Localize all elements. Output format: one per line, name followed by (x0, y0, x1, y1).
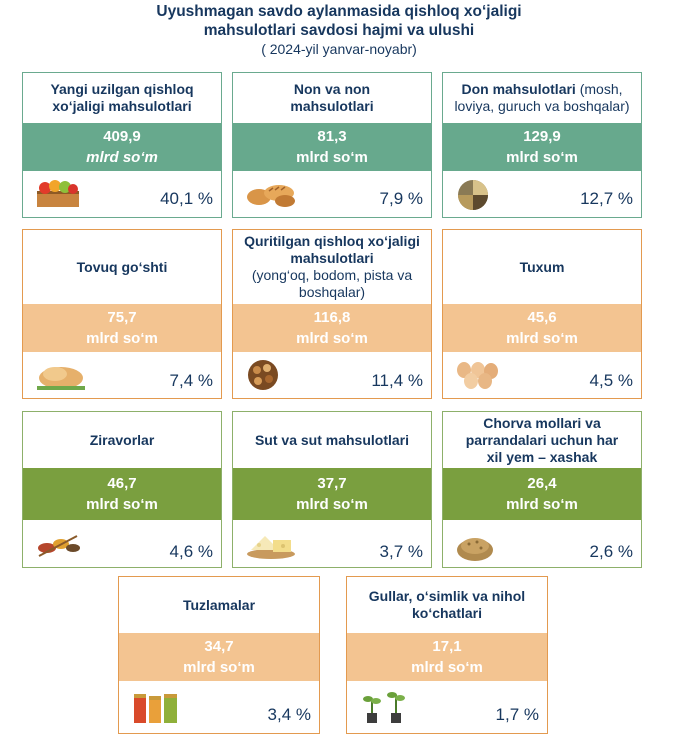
card-unit: mlrd so‘m (86, 496, 158, 513)
card-value-band: 26,4 mlrd so‘m (443, 468, 641, 520)
card-value: 46,7 (107, 475, 137, 492)
card-value: 45,6 (527, 309, 557, 326)
card-unit: mlrd so‘m (296, 149, 368, 166)
card-pickles: Tuzlamalar 34,7 mlrd so‘m 3,4 % (118, 576, 320, 734)
card-unit: mlrd so‘m (296, 330, 368, 347)
card-share: 4,6 % (169, 542, 213, 561)
title-line-2: mahsulotlari savdosi hajmi va ulushi (203, 22, 475, 39)
card-eggs: Tuxum 45,6 mlrd so‘m 4,5 % (442, 229, 642, 399)
card-label: Tuzlamalar (182, 596, 256, 613)
title-line-1: Uyushmagan savdo aylanmasida qishloq xo‘… (156, 3, 522, 20)
card-value: 26,4 (527, 475, 557, 492)
card-share: 3,4 % (267, 705, 311, 724)
card-seedlings: Gullar, o‘simlik va nihol ko‘chatlari 17… (346, 576, 548, 734)
card-value: 37,7 (317, 475, 347, 492)
subtitle: ( 2024-yil yanvar-noyabr) (261, 41, 417, 57)
card-dairy: Sut va sut mahsulotlari 37,7 mlrd so‘m 3… (232, 411, 432, 568)
card-share: 4,5 % (589, 371, 633, 390)
bread-icon (247, 185, 295, 207)
cheese-icon (247, 536, 295, 559)
card-fresh-produce: Yangi uzilgan qishloq xo‘jaligi mahsulot… (22, 72, 222, 218)
card-label: Tovuq go‘shti (76, 258, 168, 275)
card-value-band: 116,8 mlrd so‘m (233, 304, 431, 352)
card-value-band: 37,7 mlrd so‘m (233, 468, 431, 520)
card-value: 34,7 (204, 638, 234, 655)
infographic-header: Uyushmagan savdo aylanmasida qishloq xo‘… (0, 0, 678, 58)
feed-icon (457, 538, 493, 561)
roast-chicken-icon (37, 367, 85, 390)
card-value: 75,7 (107, 309, 137, 326)
card-label: Ziravorlar (89, 431, 155, 448)
eggs-icon (457, 362, 498, 389)
card-share: 3,7 % (379, 542, 423, 561)
card-value-band: 45,6 mlrd so‘m (443, 304, 641, 352)
card-value-band: 81,3 mlrd so‘m (233, 123, 431, 171)
card-label: Non va non mahsulotlari (290, 81, 374, 114)
fruit-crate-icon (37, 180, 79, 207)
card-grains: Don mahsulotlari (mosh, loviya, guruch v… (442, 72, 642, 218)
card-label: Yangi uzilgan qishloq xo‘jaligi mahsulot… (50, 81, 194, 114)
card-share: 1,7 % (495, 705, 539, 724)
card-value-band: 75,7 mlrd so‘m (23, 304, 221, 352)
card-unit: mlrd so‘m (296, 496, 368, 513)
card-share: 7,9 % (379, 189, 423, 208)
card-share: 7,4 % (169, 371, 213, 390)
card-unit: mlrd so‘m (506, 330, 578, 347)
card-label: Gullar, o‘simlik va nihol ko‘chatlari (368, 588, 526, 621)
card-value: 116,8 (313, 309, 351, 326)
card-label: Sut va sut mahsulotlari (254, 431, 410, 448)
card-value: 81,3 (317, 128, 347, 145)
pickle-jars-icon (134, 694, 177, 723)
card-value-band: 17,1 mlrd so‘m (347, 633, 547, 681)
card-value: 17,1 (432, 638, 462, 655)
card-value: 409,9 (103, 128, 141, 145)
card-share: 2,6 % (589, 542, 633, 561)
card-value-band: 409,9 mlrd so‘m (23, 123, 221, 171)
card-unit: mlrd so‘m (86, 330, 158, 347)
card-animal-feed: Chorva mollari va parrandalari uchun har… (442, 411, 642, 568)
card-share: 40,1 % (160, 189, 213, 208)
card-spices: Ziravorlar 46,7 mlrd so‘m 4,6 % (22, 411, 222, 568)
card-share: 11,4 % (371, 371, 423, 390)
card-label: Don mahsulotlari (mosh, loviya, guruch v… (454, 81, 630, 114)
card-label: Tuxum (519, 258, 565, 275)
card-dried-products: Quritilgan qishloq xo‘jaligi mahsulotlar… (232, 229, 432, 399)
card-unit: mlrd so‘m (506, 496, 578, 513)
card-label: Quritilgan qishloq xo‘jaligi mahsulotlar… (244, 233, 420, 300)
card-value-band: 46,7 mlrd so‘m (23, 468, 221, 520)
spices-icon (38, 535, 80, 557)
card-value-band: 129,9 mlrd so‘m (443, 123, 641, 171)
card-value: 129,9 (523, 128, 561, 145)
card-bread: Non va non mahsulotlari 81,3 mlrd so‘m 7… (232, 72, 432, 218)
card-chicken: Tovuq go‘shti 75,7 mlrd so‘m 7,4 % (22, 229, 222, 399)
grains-icon (458, 180, 488, 210)
card-unit: mlrd so‘m (411, 659, 483, 676)
card-label: Chorva mollari va parrandalari uchun har… (465, 414, 619, 465)
card-unit: mlrd so‘m (86, 149, 158, 166)
card-value-band: 34,7 mlrd so‘m (119, 633, 319, 681)
nuts-icon (248, 360, 278, 390)
card-unit: mlrd so‘m (183, 659, 255, 676)
card-share: 12,7 % (580, 189, 633, 208)
card-unit: mlrd so‘m (506, 149, 578, 166)
seedlings-icon (363, 692, 405, 723)
